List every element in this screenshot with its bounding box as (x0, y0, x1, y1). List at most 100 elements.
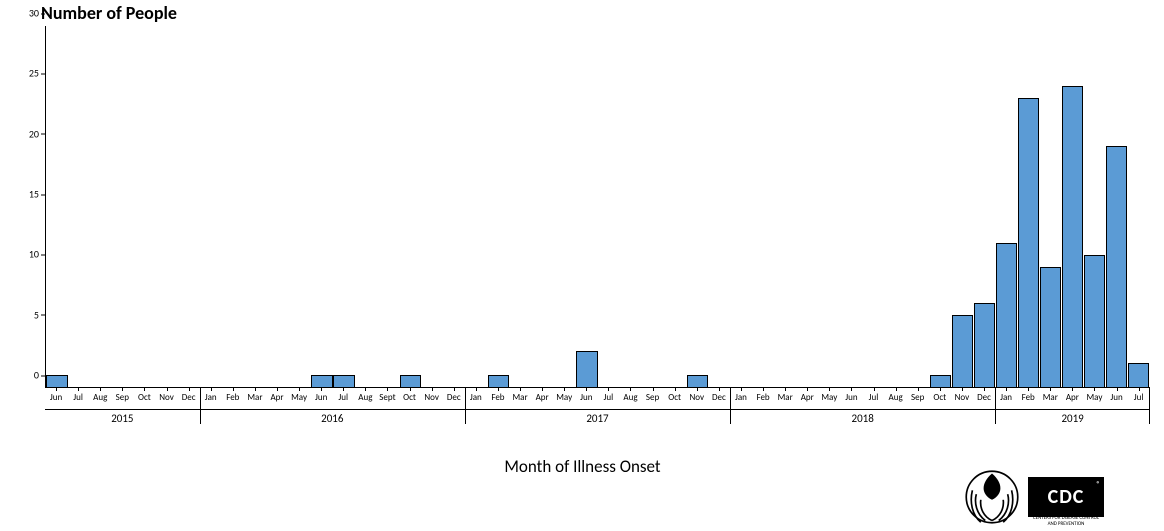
bar (1128, 363, 1149, 387)
bar-slot (134, 26, 156, 387)
bar (974, 303, 995, 387)
y-tick-label: 20 (29, 127, 39, 140)
x-axis-month-labels: JunJulAugSepOctNovDecJanFebMarAprMayJunJ… (45, 388, 1150, 404)
bar-slot (112, 26, 134, 387)
bar-slot (201, 26, 223, 387)
agency-logos: CDC ® CENTERS FOR DISEASE CONTROL AND PR… (964, 469, 1104, 525)
epi-curve-chart: Number of People 051015202530 JunJulAugS… (15, 0, 1150, 470)
bar-slot (267, 26, 289, 387)
bar-slot (289, 26, 311, 387)
x-month-label: Nov (686, 388, 708, 404)
bar-slot (885, 26, 907, 387)
x-month-label: Nov (421, 388, 443, 404)
bar-slot (333, 26, 355, 387)
x-month-label: Sep (111, 388, 133, 404)
x-month-label: Apr (266, 388, 288, 404)
x-month-label: Sep (907, 388, 929, 404)
x-month-label: Mar (244, 388, 266, 404)
bar-slot (951, 26, 973, 387)
x-month-label: Jun (575, 388, 597, 404)
bar-slot (1106, 26, 1128, 387)
x-month-label: Feb (487, 388, 509, 404)
x-month-label: Jul (332, 388, 354, 404)
x-month-label: Apr (1061, 388, 1083, 404)
bar-slot (421, 26, 443, 387)
bar-slot (576, 26, 598, 387)
bar (1018, 98, 1039, 387)
x-month-label: Dec (708, 388, 730, 404)
x-year-label: 2017 (465, 406, 730, 430)
x-month-label: Mar (774, 388, 796, 404)
bar-slot (753, 26, 775, 387)
hhs-logo-icon (964, 469, 1020, 525)
bar-slot (1128, 26, 1150, 387)
x-month-label: Mar (509, 388, 531, 404)
bar (1084, 255, 1105, 387)
x-month-label: Jan (200, 388, 222, 404)
bars-container (46, 26, 1150, 387)
bar (46, 375, 67, 387)
x-month-label: Jun (310, 388, 332, 404)
x-month-label: Sep (642, 388, 664, 404)
x-month-label: Jan (995, 388, 1017, 404)
y-tick-label: 15 (29, 188, 39, 201)
cdc-logo-icon: CDC ® CENTERS FOR DISEASE CONTROL AND PR… (1028, 477, 1104, 517)
bar-slot (819, 26, 841, 387)
x-month-label: Oct (133, 388, 155, 404)
bar-slot (730, 26, 752, 387)
x-month-label: Jul (597, 388, 619, 404)
y-tick-label: 30 (29, 7, 39, 20)
x-month-label: Nov (951, 388, 973, 404)
bar (333, 375, 354, 387)
bar (1106, 146, 1127, 387)
bar-slot (68, 26, 90, 387)
bar-slot (46, 26, 68, 387)
x-month-label: Aug (89, 388, 111, 404)
bar (488, 375, 509, 387)
bar-slot (443, 26, 465, 387)
x-month-label: Jul (1128, 388, 1150, 404)
x-month-label: Aug (619, 388, 641, 404)
x-year-label: 2018 (730, 406, 995, 430)
bar-slot (510, 26, 532, 387)
x-month-label: Jun (1106, 388, 1128, 404)
cdc-logo-text: CDC (1048, 485, 1085, 509)
bar-slot (311, 26, 333, 387)
bar-slot (929, 26, 951, 387)
x-month-label: Jan (730, 388, 752, 404)
bar-slot (995, 26, 1017, 387)
x-month-label: Jul (67, 388, 89, 404)
bar (996, 243, 1017, 387)
bar-slot (399, 26, 421, 387)
x-month-label: Dec (443, 388, 465, 404)
x-month-label: Feb (752, 388, 774, 404)
x-month-label: Dec (973, 388, 995, 404)
bar-slot (223, 26, 245, 387)
x-month-label: Jun (45, 388, 67, 404)
x-axis-year-labels: 20152016201720182019 (45, 406, 1150, 430)
bar-slot (532, 26, 554, 387)
bar (400, 375, 421, 387)
bar-slot (841, 26, 863, 387)
y-axis-ticks: 051015202530 (15, 26, 43, 388)
y-tick-label: 10 (29, 248, 39, 261)
bar-slot (708, 26, 730, 387)
x-month-label: Dec (178, 388, 200, 404)
bar (311, 375, 332, 387)
bar-slot (907, 26, 929, 387)
x-month-label: Jan (465, 388, 487, 404)
y-tick-label: 5 (34, 308, 39, 321)
bar (1040, 267, 1061, 387)
bar-slot (377, 26, 399, 387)
x-month-label: Oct (399, 388, 421, 404)
bar-slot (1062, 26, 1084, 387)
x-month-label: Apr (531, 388, 553, 404)
x-month-label: Jul (862, 388, 884, 404)
x-month-label: May (818, 388, 840, 404)
x-year-label: 2019 (995, 406, 1150, 430)
bar (1062, 86, 1083, 387)
x-month-label: Sept (376, 388, 398, 404)
bar-slot (488, 26, 510, 387)
y-tick-label: 25 (29, 67, 39, 80)
bar-slot (90, 26, 112, 387)
